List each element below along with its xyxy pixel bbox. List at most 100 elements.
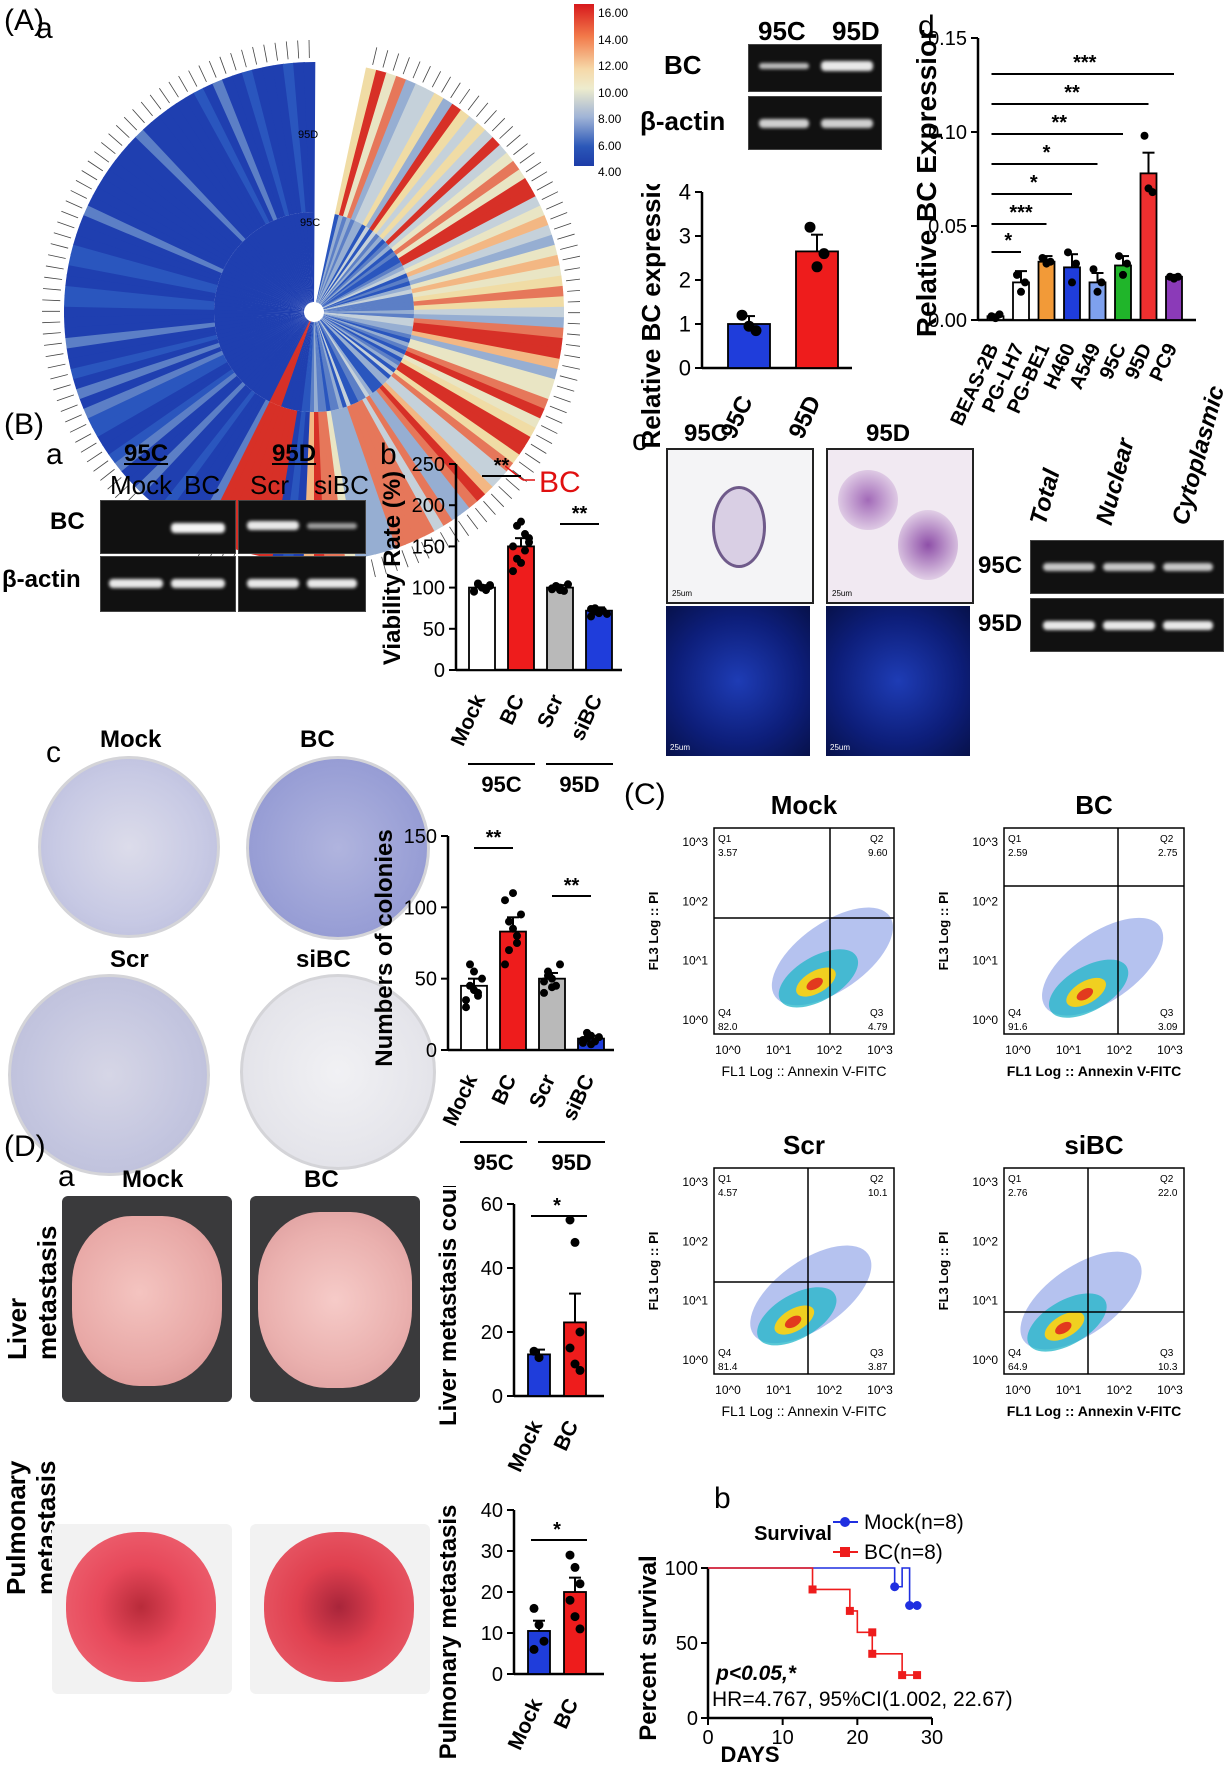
inner-ring-sector [216,314,305,339]
category-label: BC [550,1417,584,1454]
inner-ring-sector [319,226,370,304]
legend-tick: 8.00 [598,112,622,126]
flow-x-tick: 10^2 [817,1043,843,1057]
gene-label-tick [48,254,66,259]
outer-ring-sector [66,326,216,359]
flow-x-tick: 10^2 [1107,1043,1133,1057]
colony-label-sibc: siBC [296,946,351,973]
flow-y-tick: 10^3 [682,835,708,849]
gene-label-tick [506,134,521,147]
annotation-hr: HR=4.767, 95%CI(1.002, 22.67) [712,1688,1013,1711]
outer-ring-sector [346,404,407,549]
outer-ring-sector [350,79,417,221]
inner-ring-sector [262,224,310,304]
chart-colonies: 0 50 100 150 Numbers of colonies Mock BC ScrsiB… [371,826,614,1175]
inner-ring-sector [309,212,315,303]
inner-ring-sector [215,313,305,335]
outer-ring-sector [92,185,228,266]
outer-ring-sector [272,63,302,214]
y-tick-label: 40 [481,1258,503,1280]
censor-marker [868,1628,877,1637]
gene-label-tick [107,477,122,490]
significance-stars: *** [1009,202,1033,224]
quadrant-q3: Q3 [870,1348,884,1359]
flow-y-tick: 10^2 [972,1234,998,1248]
outer-ring-sector [73,233,220,286]
outer-ring-sector [107,368,235,464]
gene-label-tick [431,71,442,88]
gene-label-tick [274,42,278,61]
gene-label-tick [159,88,170,104]
data-point [509,567,517,576]
flow-y-label: FL3 Log :: PI [646,1232,661,1311]
y-axis-label: Numbers of colonies [371,829,398,1066]
data-point [1123,259,1131,268]
quadrant-q3: Q3 [1160,1348,1174,1359]
data-point [501,960,509,969]
quadrant-q2: Q2 [1160,1174,1174,1185]
gene-label-tick [87,160,104,172]
gel-b-bc-95d [238,500,366,554]
gene-label-tick [450,82,461,99]
flow-y-tick: 10^3 [972,835,998,849]
inner-ring-sector [248,233,308,305]
outer-ring-sector [65,274,216,302]
data-point [509,924,517,933]
inner-ring-sector [316,321,339,410]
gene-label-tick [75,433,92,443]
gene-label-tick [440,532,450,549]
inner-ring-sector [214,313,305,331]
data-point [595,1033,603,1042]
mouse-col-bc: BC [304,1166,339,1193]
data-point [595,609,603,618]
inner-ring-sector [321,318,389,383]
outer-ring-sector [408,338,555,391]
y-tick-label: 0.15 [928,30,967,50]
inner-ring-sector [320,236,383,305]
data-point [570,1237,580,1247]
outer-ring-sector [369,103,463,232]
inner-ring-sector [323,289,413,311]
y-axis-label: Percent survival [635,1555,662,1740]
quadrant-q3: Q3 [1160,1008,1174,1019]
outer-ring-sector [202,83,274,223]
data-point [529,1644,539,1654]
panel-letter-A: (A) [4,4,44,37]
quadrant-q1-value: 4.57 [718,1188,738,1199]
bc-callout: BC [505,465,581,499]
gene-label-tick [285,41,289,60]
censor-marker [913,1671,922,1680]
gene-label-tick [101,142,116,155]
inner-ring-sector [318,224,367,304]
data-point [462,1003,470,1012]
data-point [1064,248,1072,257]
gel-a-lane-95C: 95C [758,16,806,46]
gene-label-tick [402,57,410,75]
inner-ring-sector [225,316,306,362]
inner-ring-sector [322,262,403,308]
data-point [565,1595,575,1605]
outer-ring-sector [400,358,536,439]
inner-ring-sector [251,230,309,305]
gene-label-tick [550,212,568,220]
flow-title: BC [1075,790,1113,820]
gene-label-tick [42,288,61,291]
survival-line-mock [708,1567,918,1607]
inner-ring-sector [323,305,414,312]
data-point [570,1612,580,1622]
outer-ring-sector [102,365,232,455]
gene-label-tick [50,243,69,249]
x-axis-label: DAYS [720,1742,779,1767]
gene-label-tick [370,559,376,578]
data-point [540,977,548,986]
data-point [548,983,556,992]
data-point [587,1040,595,1049]
data-point [1013,270,1021,279]
censor-marker [808,1585,817,1594]
flow-plot-bc: BC Q1 2.59 Q2 2.75 Q4 91.6 Q3 3.09 10^0 10^0 10^1 10… [936,790,1185,1079]
significance-stars: * [1004,230,1012,252]
gene-label-tick [459,88,471,105]
inner-ring-sector [239,241,307,306]
flow-y-tick: 10^3 [972,1175,998,1189]
inner-ring-sector [265,222,310,304]
